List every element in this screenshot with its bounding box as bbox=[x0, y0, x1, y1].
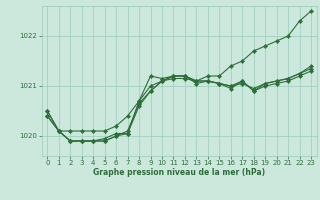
X-axis label: Graphe pression niveau de la mer (hPa): Graphe pression niveau de la mer (hPa) bbox=[93, 168, 265, 177]
